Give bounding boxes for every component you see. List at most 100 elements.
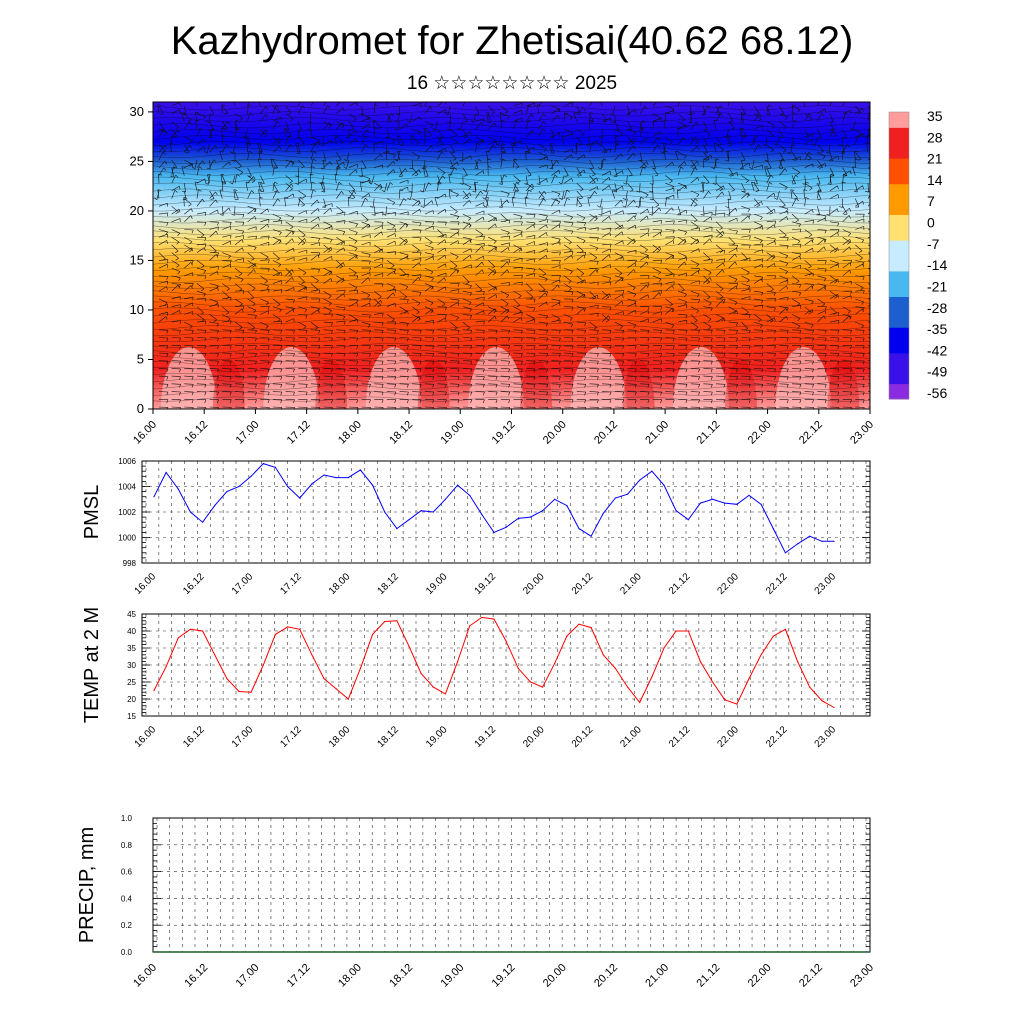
wind-barb — [374, 248, 383, 253]
wind-barb-flag — [761, 376, 764, 380]
wind-barb-flag — [236, 127, 240, 130]
wind-barb-flag — [248, 150, 253, 154]
data-point — [189, 511, 191, 513]
wind-barb-flag — [786, 245, 789, 249]
wind-barb-flag — [685, 376, 688, 380]
wind-barb-flag — [865, 190, 869, 193]
wind-barb-flag — [179, 109, 181, 114]
wind-barb — [348, 236, 358, 242]
wind-barb — [779, 182, 788, 188]
wind-barb — [703, 259, 713, 261]
data-point — [384, 511, 386, 513]
wind-barb-flag — [642, 166, 646, 170]
wind-barb-flag — [280, 320, 283, 325]
wind-barb-flag — [354, 248, 358, 252]
wind-barb — [538, 314, 548, 317]
wind-barb — [627, 368, 637, 370]
wind-barb — [487, 144, 494, 153]
wind-barb-flag — [736, 376, 738, 380]
wind-barb — [412, 258, 422, 261]
wind-barb-flag — [493, 287, 497, 291]
wind-barb — [728, 275, 738, 280]
wind-barb — [703, 175, 710, 183]
wind-barb-flag — [343, 376, 346, 380]
wind-barb — [690, 159, 697, 168]
wind-barb-flag — [608, 254, 611, 259]
wind-barb — [298, 198, 305, 206]
wind-barb — [701, 181, 704, 191]
wind-barb — [576, 383, 586, 385]
wind-barb — [487, 105, 495, 113]
wind-barb — [639, 127, 643, 137]
wind-barb-flag — [658, 279, 662, 282]
wind-barb-flag — [240, 279, 244, 283]
wind-barb — [703, 212, 713, 215]
wind-barb-flag — [341, 125, 345, 129]
wind-barb-flag — [334, 135, 339, 137]
wind-barb — [462, 102, 466, 107]
wind-barb — [804, 248, 813, 253]
wind-barb-flag — [684, 186, 687, 190]
wind-barb-flag — [419, 229, 422, 234]
wind-barb — [867, 203, 870, 207]
wind-barb — [310, 329, 320, 331]
wind-barb — [675, 151, 679, 161]
wind-barb-flag — [226, 288, 230, 292]
wind-barb-flag — [179, 310, 181, 314]
wind-barb-flag — [254, 315, 257, 319]
wind-barb — [336, 122, 343, 130]
wind-barb — [348, 190, 355, 199]
contour-line — [153, 248, 870, 253]
wind-barb-flag — [622, 407, 625, 409]
wind-barb-flag — [228, 255, 231, 259]
wind-barb-flag — [786, 353, 789, 357]
wind-barb — [639, 261, 647, 269]
wind-barb — [323, 161, 331, 168]
wind-barb — [361, 123, 370, 130]
wind-barb-flag — [420, 407, 422, 409]
wind-barb-flag — [850, 170, 852, 175]
wind-barb-flag — [736, 322, 738, 327]
wind-barb — [715, 317, 725, 323]
wind-barb-flag — [369, 353, 371, 357]
wind-barb-flag — [710, 307, 713, 312]
wind-barb-flag — [825, 407, 827, 409]
colorbar-label: -42 — [927, 342, 947, 358]
colorbar-swatch — [889, 183, 909, 190]
wind-barb-flag — [281, 289, 283, 294]
wind-barb — [728, 113, 734, 122]
wind-barb — [627, 183, 634, 191]
wind-barb — [209, 287, 218, 292]
colorbar-swatch — [889, 352, 909, 359]
wind-barb — [589, 186, 598, 192]
wind-barb — [867, 167, 870, 169]
data-point — [177, 488, 179, 490]
wind-barb-flag — [715, 158, 719, 160]
wind-barb — [764, 166, 767, 176]
wind-barb-flag — [698, 299, 700, 304]
wind-barb — [386, 270, 395, 277]
wind-barb-flag — [687, 113, 691, 116]
wind-barb-flag — [229, 360, 232, 365]
data-point — [408, 519, 410, 521]
wind-barb — [576, 198, 583, 207]
wind-barb-flag — [469, 292, 472, 297]
wind-barb — [600, 159, 603, 170]
wind-barb — [703, 290, 711, 298]
wind-barb-flag — [559, 260, 561, 264]
wind-barb-flag — [499, 183, 503, 185]
wind-barb — [323, 298, 332, 304]
wind-barb-flag — [185, 152, 190, 154]
data-point — [432, 511, 434, 513]
wind-barb — [855, 383, 865, 385]
wind-barb — [336, 320, 346, 323]
wind-barb-flag — [748, 143, 752, 146]
wind-barb-flag — [850, 376, 852, 380]
wind-barb — [396, 135, 400, 145]
wind-barb — [361, 167, 363, 177]
wind-barb — [209, 159, 211, 170]
wind-barb — [614, 375, 624, 377]
wind-barb — [551, 302, 560, 307]
wind-barb-flag — [671, 325, 675, 329]
wind-barb-flag — [756, 205, 761, 207]
